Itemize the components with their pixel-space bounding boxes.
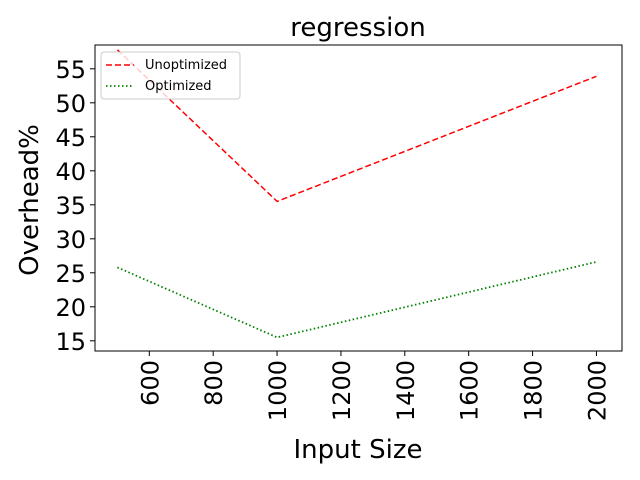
series-layer [116, 49, 597, 339]
x-tick-label: 800 [200, 360, 228, 406]
x-tick-label: 1200 [328, 360, 356, 421]
y-tick-label: 30 [55, 226, 86, 254]
chart-title: regression [290, 13, 425, 43]
legend: Unoptimized Optimized [100, 51, 241, 100]
x-tick-label: 1000 [264, 360, 292, 421]
x-tick-label: 2000 [583, 360, 611, 421]
y-tick-label: 50 [55, 90, 86, 118]
y-tick-label: 55 [55, 56, 86, 84]
y-tick-label: 25 [55, 260, 86, 288]
series-line-optimized [117, 261, 597, 339]
y-tick-label: 35 [55, 192, 86, 220]
y-tick-label: 20 [55, 294, 86, 322]
x-axis-ticks: 600 800 1000 1200 1400 1600 1800 2000 [136, 351, 611, 421]
legend-box [100, 51, 241, 100]
y-tick-label: 40 [55, 158, 86, 186]
x-tick-label: 1800 [520, 360, 548, 421]
series-line-unoptimized [116, 49, 597, 203]
y-axis-label: Overhead% [15, 124, 45, 276]
x-tick-label: 1600 [456, 360, 484, 421]
y-axis-ticks: 15 20 25 30 35 40 45 50 55 [55, 56, 95, 356]
x-axis-label: Input Size [294, 435, 423, 465]
x-tick-label: 600 [136, 360, 164, 406]
plot-area: 600 800 1000 1200 1400 1600 1800 2000 15 20 25 30 3… [55, 44, 623, 421]
plot-frame [94, 44, 623, 352]
y-tick-label: 45 [55, 124, 86, 152]
y-tick-label: 15 [55, 328, 86, 356]
legend-label-optimized: Optimized [145, 79, 212, 94]
x-tick-label: 1400 [392, 360, 420, 421]
legend-label-unoptimized: Unoptimized [145, 58, 227, 73]
